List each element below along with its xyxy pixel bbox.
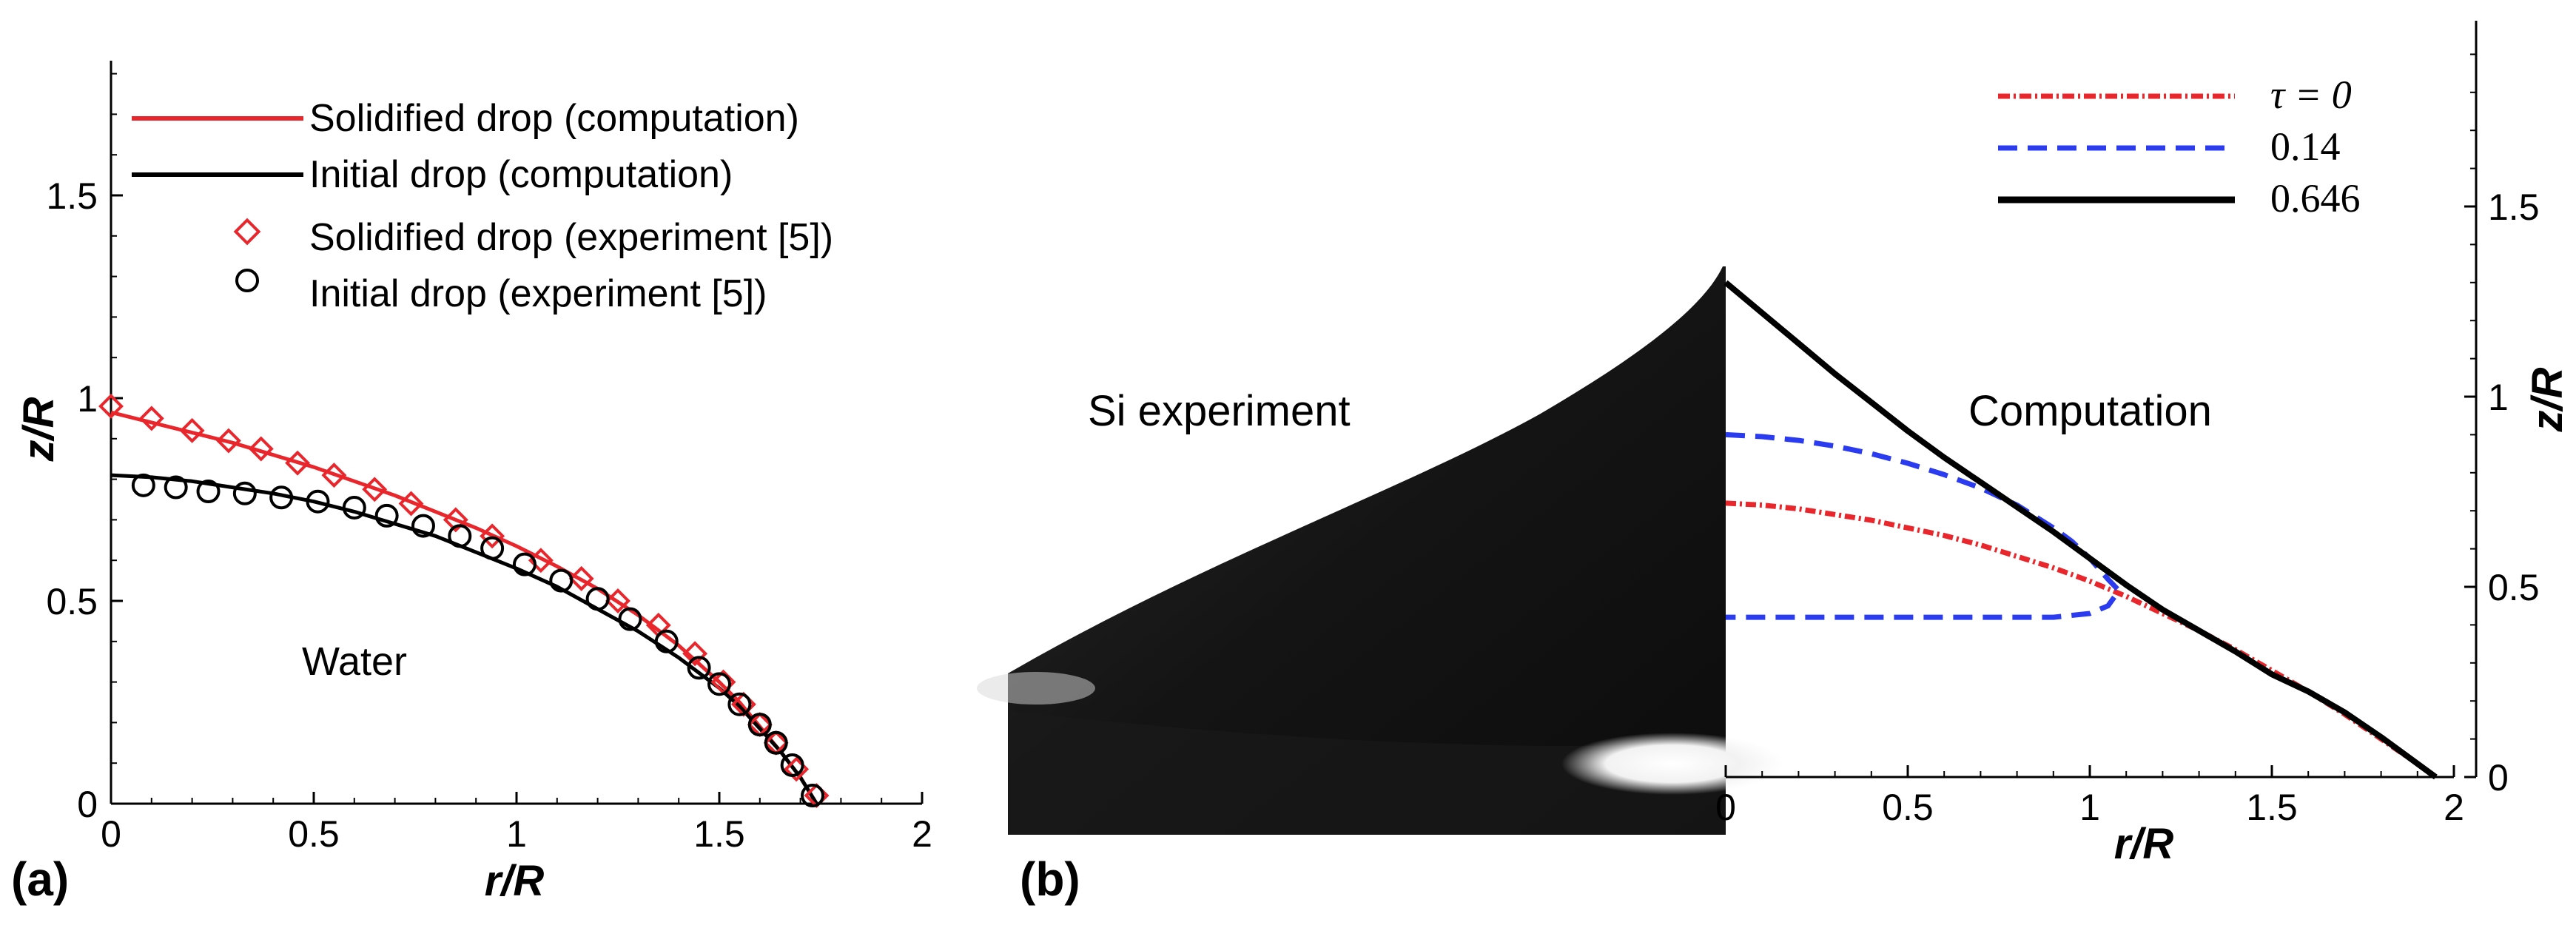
legend-swatch-initial-experiment [235,269,259,292]
series-a-3-circle-point-14 [618,607,642,631]
series-a-0-line [110,410,818,805]
annotation-water: Water [302,639,407,684]
series-b-1-line [1725,431,2122,620]
series-a-3-circle-point-5 [306,489,330,514]
legend-label-tau-0: τ = 0 [2270,73,2352,117]
series-a-3-circle-point-13 [585,587,610,611]
y-tick-label-a-1: 0.5 [46,581,98,622]
legend-label-solidified-experiment: Solidified drop (experiment [5]) [309,216,833,259]
series-a-3-circle-point-16 [687,656,711,680]
y-tick-label-b-0: 0 [2488,757,2509,798]
y-tick-label-a-0: 0 [77,784,98,825]
legend-b: τ = 0 0.14 0.646 [1998,73,2361,221]
y-tick-label-a-3: 1.5 [46,175,98,217]
series-a-3-circle-point-4 [269,485,294,510]
series-a-3-circle-point-11 [512,552,537,576]
series-a-3-circle-point-18 [727,692,752,716]
x-tick-label-a-0: 0 [101,813,121,855]
x-tick-label-b-4: 2 [2444,787,2464,828]
series-b [1724,280,2438,780]
series-a-3-circle-point-17 [707,672,731,696]
x-tick-label-a-1: 0.5 [288,813,340,855]
series-a-3-circle-point-12 [549,568,574,593]
panel-a: 0 0.5 1 1.5 2 0 0.5 1 1.5 r/R z/R (a) Water Soli… [11,61,932,906]
series-a-3-circle-point-15 [654,629,679,653]
photo-label: Si experiment [1088,387,1351,435]
series-a-2-diamond-point-13 [605,588,630,613]
y-tick-label-b-2: 1 [2488,377,2509,418]
series-a [98,393,830,809]
panel-label-b: (b) [1020,853,1080,906]
legend-label-0-646: 0.646 [2270,176,2361,221]
legend-swatch-solidified-experiment [233,218,261,246]
si-experiment-photo: Si experiment [977,266,1783,835]
series-a-3-circle-point-9 [448,524,472,548]
ticks-a: 0 0.5 1 1.5 2 0 0.5 1 1.5 [46,73,932,855]
series-a-2-diamond-point-6 [321,463,347,488]
series-a-3-circle-point-1 [164,475,188,500]
y-axis-label-a: z/R [15,397,63,462]
y-tick-label-a-2: 1 [77,378,98,420]
series-a-2-diamond-point-2 [179,417,205,443]
x-tick-label-a-3: 1.5 [693,813,745,855]
x-tick-label-a-4: 2 [912,813,932,855]
series-b-2-line [1724,280,2438,780]
legend-label-initial-experiment: Initial drop (experiment [5]) [309,272,767,315]
series-a-2-diamond-point-10 [480,523,505,549]
series-a-2-diamond-point-3 [215,428,241,454]
ticks-b: 0 0.5 1 1.5 200.511.5 [1715,53,2540,828]
panel-b: Si experiment 0 0.5 1 1.5 200.511.5 r/R z/R … [977,21,2572,906]
x-tick-label-b-0: 0 [1715,787,1736,828]
series-a-2-diamond-point-1 [138,406,164,431]
series-a-3-circle-point-0 [131,473,155,497]
legend-label-solidified-computation: Solidified drop (computation) [309,97,799,140]
legend-a: Solidified drop (computation) Initial dr… [132,97,833,315]
series-a-3-circle-point-3 [232,481,257,505]
series-a-3-circle-point-2 [196,480,221,504]
series-a-2-diamond-point-12 [568,565,594,591]
series-a-3-circle-point-20 [764,730,788,755]
annotation-computation: Computation [1968,387,2212,435]
series-a-2-diamond-point-0 [98,393,124,419]
x-tick-label-b-1: 0.5 [1882,787,1934,828]
x-axis-label-b: r/R [2114,820,2174,868]
series-a-2-diamond-point-19 [763,730,789,756]
series-a-2-diamond-point-7 [362,477,388,502]
y-tick-label-b-3: 1.5 [2488,186,2540,228]
legend-label-0-14: 0.14 [2270,124,2341,169]
series-b-0-line [1725,500,2438,779]
series-a-2-diamond-point-4 [248,436,274,462]
series-a-3-circle-point-6 [342,495,366,520]
series-a-3-circle-point-19 [747,713,772,737]
panel-label-a: (a) [11,853,69,906]
series-a-2-diamond-point-18 [747,712,773,738]
x-axis-label-a: r/R [485,857,545,905]
series-a-2-diamond-point-5 [285,450,311,476]
series-a-3-circle-point-8 [411,514,435,538]
x-tick-label-a-2: 1 [506,813,527,855]
y-tick-label-b-1: 0.5 [2488,567,2540,608]
y-axis-label-b: z/R [2523,367,2572,432]
legend-label-initial-computation: Initial drop (computation) [309,153,733,196]
x-tick-label-b-2: 1 [2079,787,2100,828]
series-a-2-diamond-point-8 [398,491,424,517]
series-a-3-circle-point-21 [780,753,804,777]
series-a-3-circle-point-10 [480,536,505,560]
x-tick-label-b-3: 1.5 [2246,787,2298,828]
series-a-3-circle-point-22 [801,784,825,808]
series-a-3-circle-point-7 [374,503,399,528]
